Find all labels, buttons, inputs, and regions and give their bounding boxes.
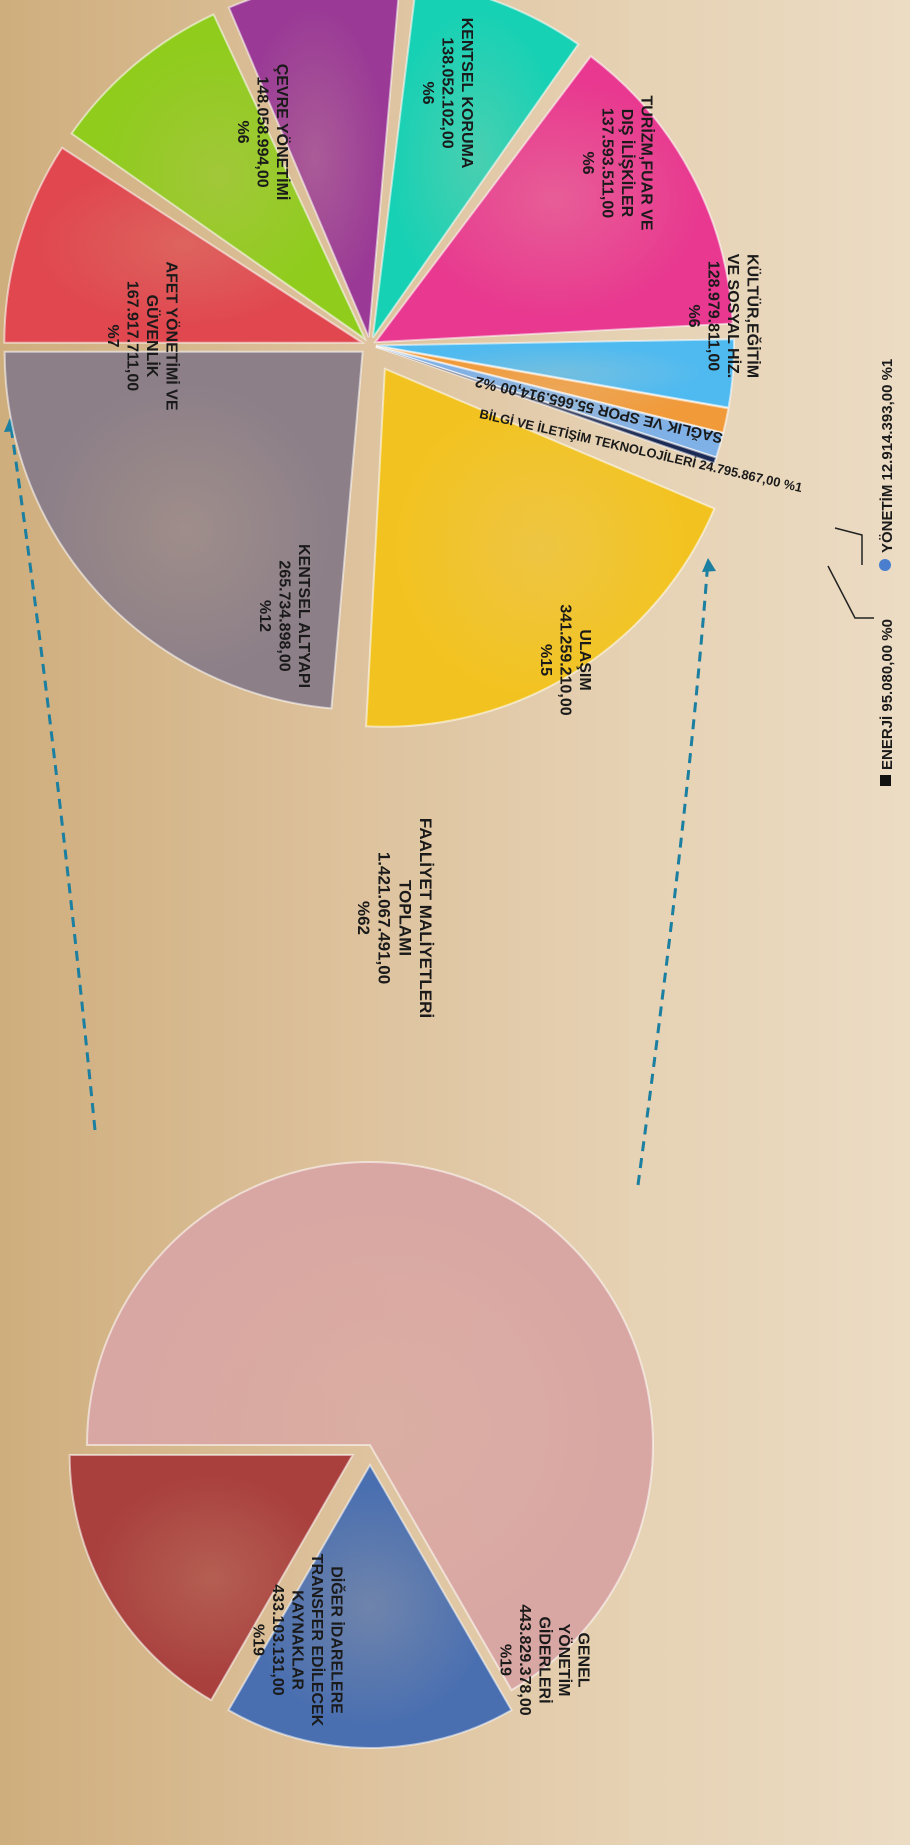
label-ulasim: ULAŞIM341.259.210,00%15: [537, 604, 593, 715]
pie-slice-enerji: [375, 345, 718, 465]
pie-slice-diger: [68, 1454, 355, 1702]
legend-item-yonetim: YÖNETİM 12.914.393,00 %1: [879, 359, 896, 571]
label-line: TOPLAMI: [395, 880, 414, 956]
label-line: %6: [419, 81, 436, 104]
label-line: %19: [249, 1624, 266, 1656]
pie-slice-cevre: [70, 13, 368, 342]
label-line: FAALİYET MALİYETLERİ: [416, 818, 435, 1018]
label-line: TRANSFER EDİLECEK: [308, 1554, 326, 1727]
label-line: DIŞ İLİŞKİLER: [618, 109, 636, 218]
label-line: 137.593.511,00: [599, 108, 616, 218]
detail-pie: [3, 0, 735, 728]
pie-slice-koruma: [227, 0, 400, 338]
label-line: 148.058.994,00: [253, 76, 270, 187]
label-line: TURİZM,FUAR VE: [638, 95, 656, 230]
connector-line-right: [636, 559, 710, 1186]
pie-slice-kultur: [373, 54, 734, 344]
label-line: GÜVENLİK: [143, 295, 162, 378]
label-line: %12: [256, 600, 273, 632]
label-line: 433.103.131,00: [269, 1584, 286, 1695]
pie-slice-afet: [3, 146, 366, 344]
pie-slice-ulasim: [365, 367, 716, 728]
label-line: %62: [354, 901, 373, 935]
label-line: KENTSEL ALTYAPI: [295, 544, 312, 688]
label-line: DİĞER İDARELERE: [327, 1566, 346, 1714]
label-line: KÜLTÜR,EĞİTİM: [744, 254, 763, 378]
pie-slice-genel: [227, 1462, 513, 1750]
legend: ENERJİ 95.080,00 %0 YÖNETİM 12.914.393,00…: [827, 359, 896, 786]
label-line: %6: [579, 151, 596, 174]
label-altyapi: KENTSEL ALTYAPI265.734.898,00%12: [256, 544, 312, 688]
legend-text: YÖNETİM 12.914.393,00 %1: [879, 359, 896, 553]
label-turizm: TURİZM,FUAR VEDIŞ İLİŞKİLER137.593.511,0…: [579, 95, 656, 230]
legend-marker: [880, 775, 891, 786]
label-line: 265.734.898,00: [275, 560, 292, 671]
label-line: 138.052.102,00: [438, 37, 455, 148]
label-line: %7: [104, 324, 121, 347]
connector-line-left: [8, 419, 97, 1131]
label-line: ÇEVRE YÖNETİMİ: [273, 64, 292, 201]
label-line: KENTSEL KORUMA: [458, 18, 475, 169]
legend-leader-yonetim: [834, 527, 863, 565]
label-line: 341.259.210,00: [556, 604, 573, 715]
label-line: %19: [496, 1644, 513, 1676]
label-genel: GENELYÖNETİMGİDERLERİ443.829.378,00%19: [496, 1604, 591, 1715]
pie-slice-turizm: [371, 0, 580, 339]
label-koruma: KENTSEL KORUMA138.052.102,00%6: [419, 18, 475, 169]
label-line: %6: [234, 120, 251, 143]
label-cevre: ÇEVRE YÖNETİMİ148.058.994,00%6: [234, 64, 292, 201]
label-line: ULAŞIM: [576, 629, 593, 690]
label-line: AFET YÖNETİMİ VE: [163, 261, 182, 410]
label-line: GİDERLERİ: [535, 1616, 553, 1703]
legend-leader-enerji: [827, 565, 874, 619]
pie-slice-altyapi: [3, 350, 364, 710]
label-line: %6: [685, 304, 702, 327]
label-line: 167.917.711,00: [124, 281, 141, 391]
label-line: GENEL: [574, 1632, 591, 1687]
label-line: VE SOSYAL HİZ.: [724, 254, 742, 378]
label-line: KAYNAKLAR: [288, 1590, 305, 1690]
label-afet: AFET YÖNETİMİ VEGÜVENLİK167.917.711,00%7: [104, 261, 182, 410]
connector-arrow-right: [702, 558, 716, 572]
label-line: %15: [537, 644, 554, 676]
label-line: 443.829.378,00: [516, 1604, 533, 1715]
legend-text: ENERJİ 95.080,00 %0: [879, 619, 896, 770]
legend-item-enerji: ENERJİ 95.080,00 %0: [879, 619, 896, 786]
label-line: YÖNETİM: [555, 1624, 574, 1697]
label-kultur: KÜLTÜR,EĞİTİMVE SOSYAL HİZ.128.979.811,0…: [685, 254, 763, 378]
main-pie: [68, 1161, 654, 1750]
legend-marker: [879, 559, 891, 571]
label-line: 128.979.811,00: [705, 261, 722, 371]
label-faaliyet: FAALİYET MALİYETLERİTOPLAMI1.421.067.491…: [354, 818, 435, 1018]
pie-slice-faaliyet: [85, 1161, 654, 1692]
label-line: 1.421.067.491,00: [375, 852, 394, 984]
label-diger: DİĞER İDARELERETRANSFER EDİLECEKKAYNAKLA…: [249, 1554, 346, 1727]
